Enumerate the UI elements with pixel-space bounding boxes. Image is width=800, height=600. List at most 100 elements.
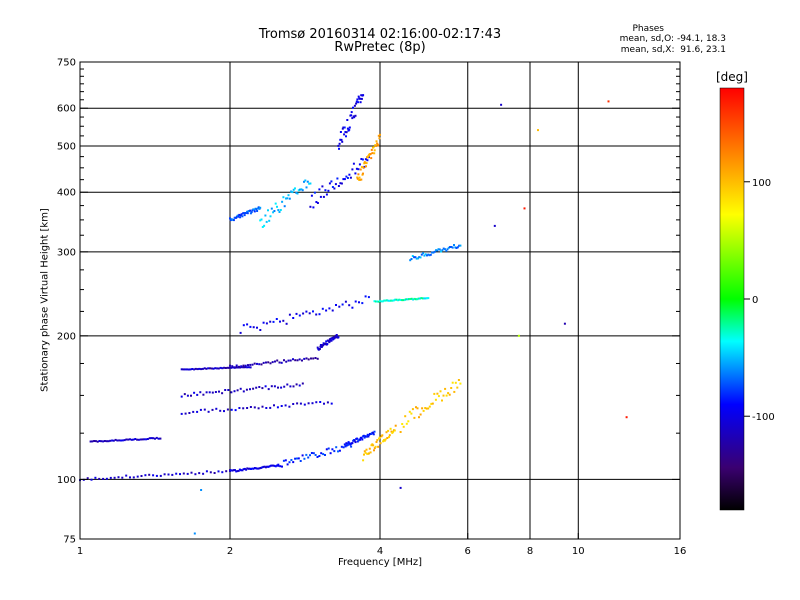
data-point	[294, 457, 297, 460]
data-point	[136, 438, 139, 441]
data-point	[200, 489, 203, 491]
data-point	[270, 207, 273, 210]
data-point	[302, 312, 305, 315]
data-point	[155, 436, 158, 439]
data-point	[219, 366, 222, 369]
data-point	[338, 305, 341, 308]
data-point	[354, 114, 357, 117]
data-point	[242, 390, 245, 393]
data-point	[380, 300, 383, 303]
data-point	[234, 409, 237, 412]
data-point	[341, 140, 344, 143]
data-point	[249, 363, 252, 366]
data-point	[209, 471, 212, 474]
data-point	[257, 206, 260, 209]
data-point	[367, 296, 370, 299]
data-point	[414, 298, 417, 301]
data-point	[340, 445, 343, 448]
data-point	[109, 439, 112, 442]
data-point	[428, 405, 431, 408]
data-point	[280, 361, 283, 364]
data-point	[368, 447, 371, 450]
data-point	[171, 473, 174, 476]
data-point	[261, 387, 264, 390]
data-point	[453, 390, 456, 393]
data-point	[385, 299, 388, 302]
data-point	[328, 341, 331, 344]
data-point	[247, 467, 250, 470]
data-point	[405, 422, 408, 425]
data-point	[344, 131, 347, 133]
data-point	[408, 298, 410, 301]
colorbar-label: [deg]	[716, 70, 748, 84]
data-point	[339, 182, 342, 185]
data-point	[307, 402, 310, 405]
data-point	[388, 434, 391, 437]
data-point	[205, 391, 208, 394]
data-point	[246, 467, 249, 470]
data-point	[343, 126, 346, 129]
data-point	[273, 385, 276, 388]
data-point	[250, 468, 252, 470]
data-point	[225, 470, 228, 473]
data-point	[230, 391, 233, 394]
data-point	[288, 313, 291, 316]
data-point	[118, 439, 121, 442]
data-point	[342, 126, 345, 129]
data-point	[316, 346, 319, 349]
data-point	[328, 338, 331, 341]
data-point	[395, 298, 398, 301]
data-point	[456, 246, 459, 249]
data-point	[308, 312, 311, 315]
data-point	[266, 465, 269, 468]
data-point	[392, 299, 395, 302]
data-point	[116, 439, 119, 442]
data-point	[382, 440, 385, 443]
data-point	[316, 456, 319, 458]
data-point	[424, 297, 427, 300]
data-point	[387, 429, 390, 432]
data-point	[230, 366, 233, 369]
data-point	[335, 446, 338, 449]
data-point	[288, 197, 291, 200]
data-point	[260, 218, 263, 221]
data-point	[442, 247, 445, 250]
data-point	[308, 182, 311, 185]
data-point	[354, 300, 357, 303]
data-point	[359, 178, 362, 181]
data-point	[207, 410, 210, 413]
data-point	[221, 471, 224, 474]
data-point	[437, 395, 440, 398]
data-point	[401, 423, 404, 425]
data-point	[366, 159, 369, 162]
data-point	[214, 367, 217, 370]
data-point	[209, 367, 211, 370]
data-point	[431, 402, 434, 405]
data-point	[121, 476, 124, 479]
data-point	[362, 434, 365, 437]
chart-title: Tromsø 20160314 02:16:00-02:17:43	[258, 27, 502, 42]
data-point	[422, 409, 425, 412]
data-point	[359, 97, 361, 100]
data-point	[433, 392, 436, 395]
data-point	[413, 416, 416, 419]
data-point	[312, 310, 314, 313]
data-point	[361, 158, 364, 161]
data-point	[127, 438, 130, 441]
phases-o-stats: mean, sd,O: -94.1, 18.3	[619, 34, 726, 44]
data-point	[327, 189, 330, 192]
data-point	[350, 445, 353, 448]
data-point	[325, 193, 328, 196]
data-point	[331, 448, 334, 451]
data-point	[91, 440, 94, 443]
data-point	[411, 408, 414, 411]
data-point	[388, 299, 391, 302]
data-point	[436, 249, 439, 252]
data-point	[349, 176, 352, 179]
data-point	[286, 463, 289, 466]
data-point	[399, 299, 402, 301]
data-point	[98, 477, 101, 480]
data-point	[89, 440, 92, 443]
data-point	[402, 299, 405, 302]
data-point	[345, 131, 348, 134]
